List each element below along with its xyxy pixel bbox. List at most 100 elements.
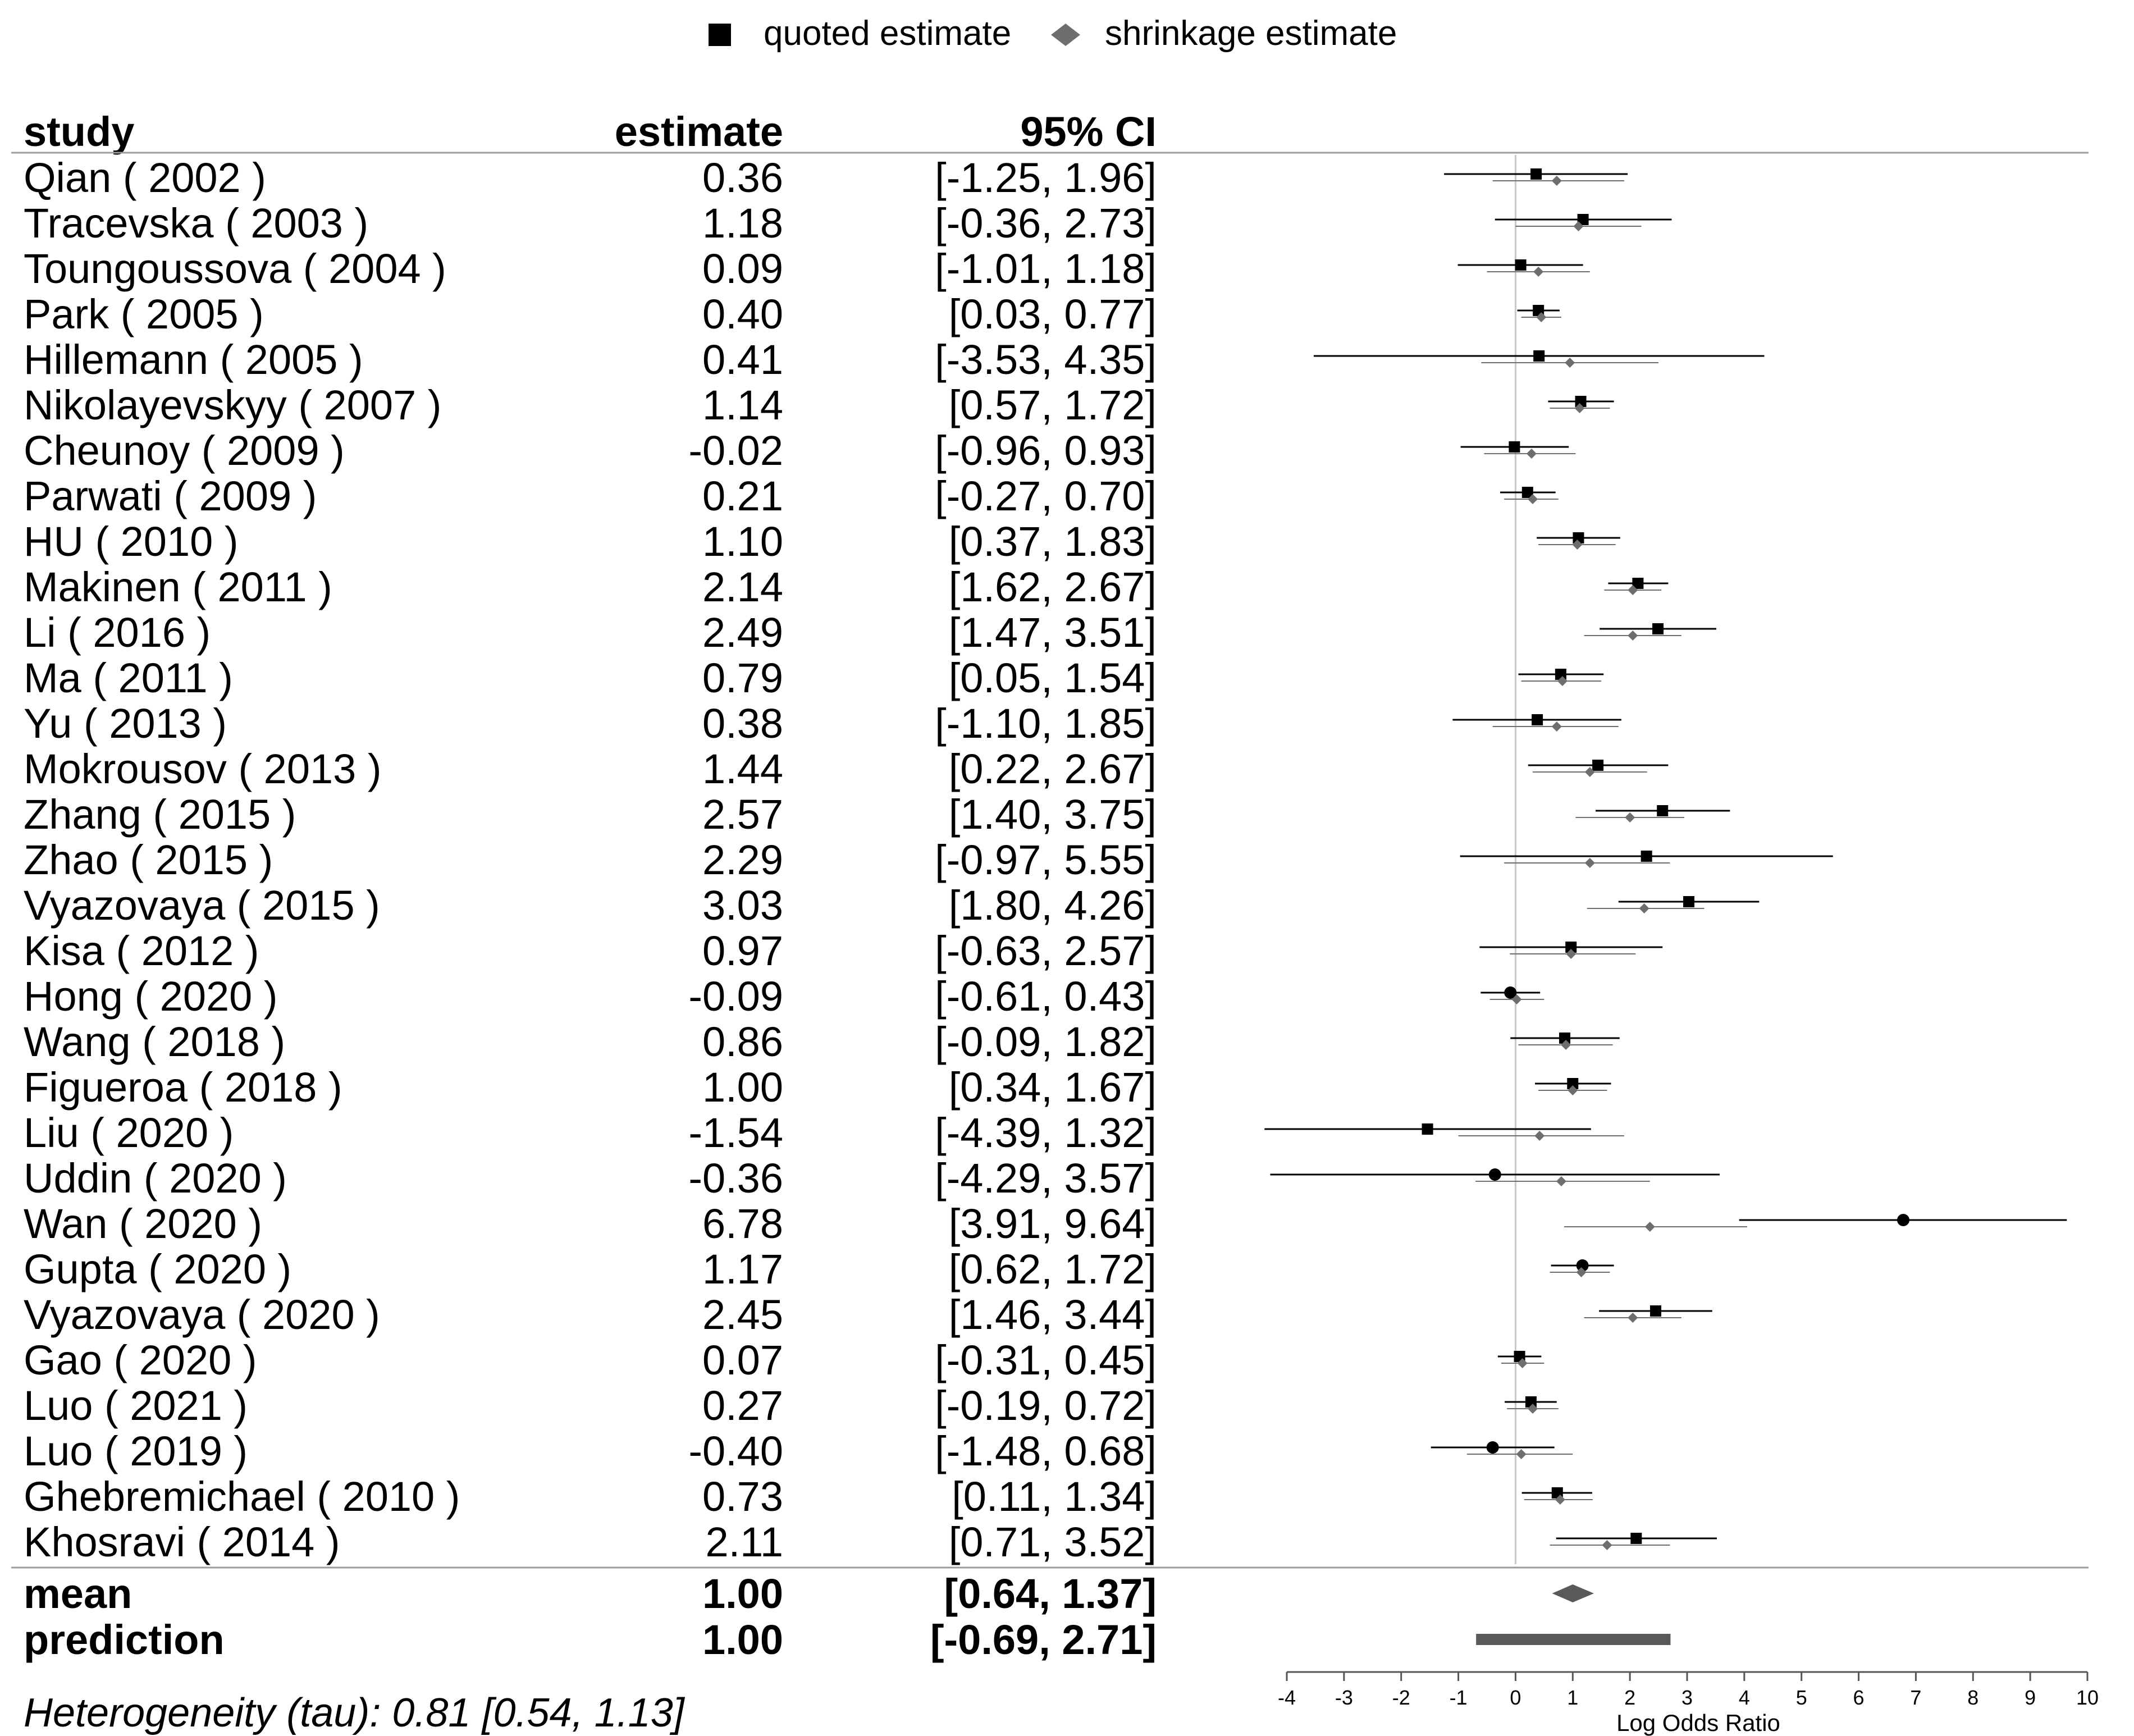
- study-ci: [0.11, 1.34]: [952, 1473, 1157, 1520]
- x-tick-label: 3: [1681, 1686, 1693, 1709]
- quoted-estimate-point: [1521, 487, 1533, 498]
- quoted-estimate-point: [1573, 532, 1584, 543]
- study-label: Uddin ( 2020 ): [24, 1155, 287, 1202]
- shrinkage-estimate-point: [1625, 812, 1635, 823]
- study-label: Gao ( 2020 ): [24, 1337, 257, 1383]
- quoted-estimate-point: [1565, 942, 1577, 953]
- study-label: Cheunoy ( 2009 ): [24, 427, 345, 474]
- x-tick-label: 1: [1567, 1686, 1578, 1709]
- study-label: Wang ( 2018 ): [24, 1018, 285, 1065]
- header-study: study: [24, 108, 134, 155]
- study-label: Kisa ( 2012 ): [24, 928, 259, 974]
- quoted-estimate-point: [1657, 805, 1669, 816]
- study-estimate: 0.38: [702, 700, 783, 747]
- study-ci: [-0.09, 1.82]: [935, 1018, 1157, 1065]
- study-ci: [-0.36, 2.73]: [935, 200, 1157, 246]
- study-ci: [0.57, 1.72]: [949, 382, 1157, 428]
- x-tick-label: 0: [1510, 1686, 1521, 1709]
- quoted-estimate-point: [1576, 1259, 1589, 1272]
- shrinkage-estimate-point: [1527, 494, 1538, 504]
- prediction-interval-bar: [1476, 1634, 1671, 1645]
- study-estimate: 0.79: [702, 655, 783, 701]
- study-label: Li ( 2016 ): [24, 609, 211, 656]
- study-estimate: 0.40: [702, 291, 783, 337]
- x-tick-label: 8: [1967, 1686, 1978, 1709]
- study-label: Makinen ( 2011 ): [24, 564, 332, 610]
- shrinkage-estimate-point: [1555, 1495, 1565, 1505]
- shrinkage-estimate-point: [1572, 540, 1583, 550]
- study-estimate: 2.14: [702, 564, 783, 610]
- quoted-estimate-point: [1530, 168, 1542, 180]
- shrinkage-estimate-point: [1576, 1267, 1587, 1277]
- column-headers: study estimate 95% CI: [24, 108, 1157, 155]
- study-estimate: 2.11: [705, 1519, 783, 1565]
- x-tick-label: 6: [1853, 1686, 1865, 1709]
- shrinkage-estimate-point: [1511, 994, 1522, 1004]
- study-estimate: 0.27: [702, 1382, 783, 1429]
- shrinkage-estimate-point: [1533, 267, 1544, 277]
- quoted-estimate-point: [1504, 986, 1517, 999]
- study-label: Khosravi ( 2014 ): [24, 1519, 340, 1565]
- study-label: Toungoussova ( 2004 ): [24, 245, 446, 292]
- study-ci: [0.71, 3.52]: [949, 1519, 1157, 1565]
- quoted-estimate-point: [1559, 1033, 1571, 1044]
- x-tick-label: -1: [1450, 1686, 1468, 1709]
- quoted-estimate-point: [1630, 1533, 1642, 1544]
- quoted-estimate-point: [1509, 441, 1520, 453]
- study-label: Nikolayevskyy ( 2007 ): [24, 382, 441, 428]
- study-ci: [0.34, 1.67]: [949, 1064, 1157, 1111]
- study-estimate: 0.09: [702, 245, 783, 292]
- study-ci: [1.46, 3.44]: [949, 1291, 1157, 1338]
- x-axis-title: Log Odds Ratio: [1616, 1710, 1780, 1736]
- study-label: Park ( 2005 ): [24, 291, 264, 337]
- study-label: Yu ( 2013 ): [24, 700, 227, 747]
- summary-estimate: 1.00: [702, 1616, 783, 1663]
- study-ci: [-0.27, 0.70]: [935, 473, 1157, 519]
- study-ci: [-0.97, 5.55]: [935, 837, 1157, 883]
- quoted-estimate-point: [1641, 851, 1652, 862]
- study-label: HU ( 2010 ): [24, 518, 238, 565]
- summary-estimate: 1.00: [702, 1570, 783, 1617]
- quoted-estimate-point: [1652, 623, 1664, 634]
- study-estimate: 3.03: [702, 882, 783, 929]
- study-label: Hillemann ( 2005 ): [24, 336, 363, 383]
- shrinkage-estimate-point: [1573, 221, 1584, 231]
- study-label: Luo ( 2019 ): [24, 1428, 248, 1474]
- summary-ci: [-0.69, 2.71]: [930, 1616, 1157, 1663]
- x-axis: -4 -3 -2 -1 0 1 2 3 4 5 6 7 8 9 10 Log Odds Ratio: [1278, 1671, 2099, 1736]
- quoted-estimate-point: [1533, 350, 1545, 362]
- shrinkage-estimate-point: [1551, 176, 1562, 186]
- study-ci: [0.03, 0.77]: [949, 291, 1157, 337]
- study-label: Luo ( 2021 ): [24, 1382, 248, 1429]
- header-estimate: estimate: [615, 108, 783, 155]
- study-ci: [-0.31, 0.45]: [935, 1337, 1157, 1383]
- shrinkage-estimate-point: [1536, 312, 1547, 322]
- summary-ci: [0.64, 1.37]: [944, 1570, 1157, 1617]
- shrinkage-estimate-point: [1557, 676, 1568, 686]
- study-estimate: 2.57: [702, 791, 783, 838]
- shrinkage-estimate-point: [1628, 631, 1638, 641]
- study-estimate: -1.54: [688, 1109, 783, 1156]
- shrinkage-estimate-point: [1628, 585, 1638, 595]
- shrinkage-estimate-point: [1628, 1313, 1638, 1323]
- study-ci: [-1.10, 1.85]: [935, 700, 1157, 747]
- study-estimate: 1.00: [702, 1064, 783, 1111]
- study-estimate: 2.45: [702, 1291, 783, 1338]
- study-estimate: 0.41: [702, 336, 783, 383]
- study-ci: [0.22, 2.67]: [949, 746, 1157, 792]
- shrinkage-estimate-point: [1584, 767, 1595, 777]
- study-label: Zhao ( 2015 ): [24, 837, 273, 883]
- study-ci: [1.62, 2.67]: [949, 564, 1157, 610]
- study-label: Ma ( 2011 ): [24, 655, 233, 701]
- shrinkage-estimate-point: [1602, 1540, 1612, 1550]
- quoted-estimate-point: [1486, 1441, 1499, 1454]
- study-ci: [-0.96, 0.93]: [935, 427, 1157, 474]
- study-estimate: 0.36: [702, 154, 783, 201]
- study-label: Ghebremichael ( 2010 ): [24, 1473, 460, 1520]
- legend-quoted-label: quoted estimate: [764, 14, 1011, 53]
- study-ci: [-1.25, 1.96]: [935, 154, 1157, 201]
- shrinkage-estimate-point: [1516, 1449, 1527, 1459]
- summary-label: mean: [24, 1570, 132, 1617]
- study-ci: [0.05, 1.54]: [949, 655, 1157, 701]
- study-ci: [0.62, 1.72]: [949, 1246, 1157, 1292]
